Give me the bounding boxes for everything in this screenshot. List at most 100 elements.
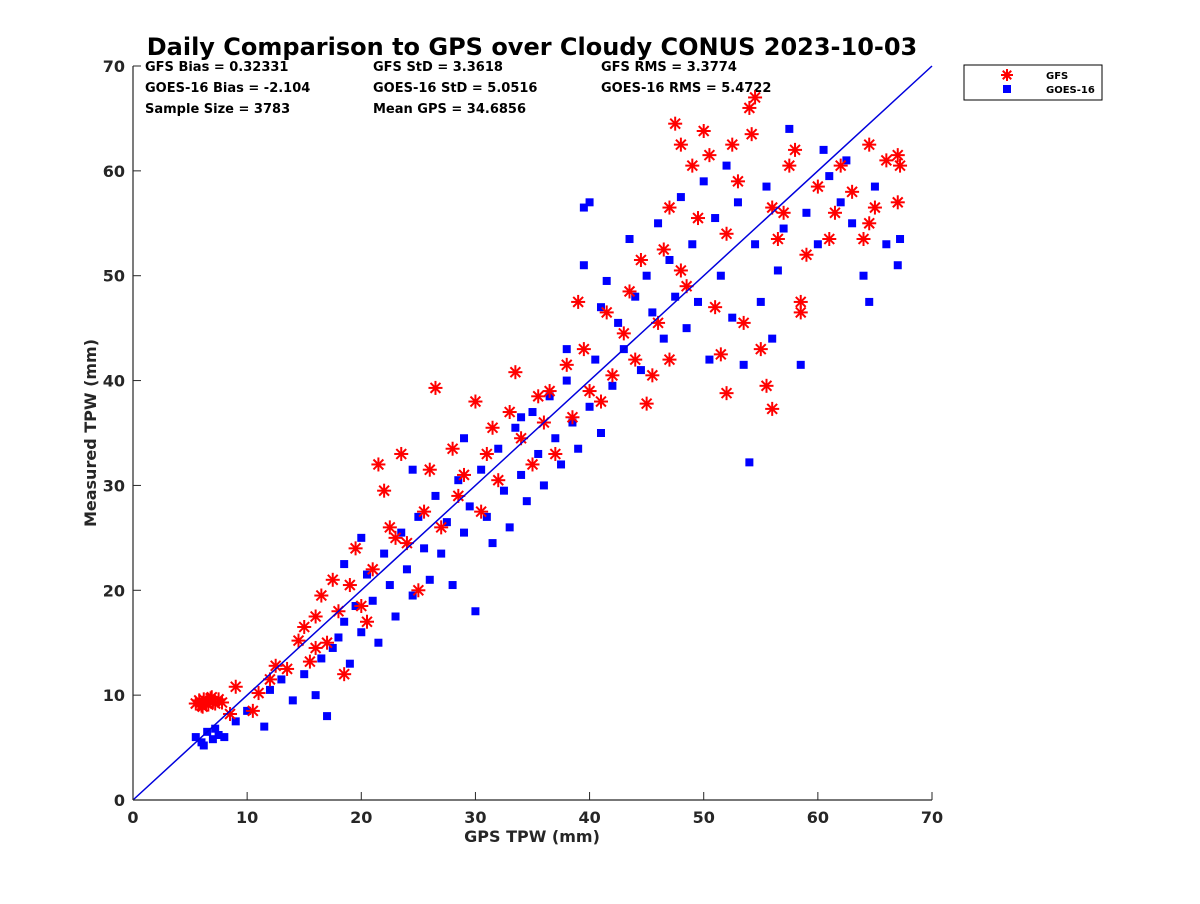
gfs-point xyxy=(576,342,591,357)
gfs-point xyxy=(622,284,637,299)
goes16-point xyxy=(482,512,491,521)
gfs-point xyxy=(228,679,243,694)
goes16-point xyxy=(671,292,680,301)
gfs-point xyxy=(645,368,660,383)
statistics-block: GFS Bias = 0.32331 GFS StD = 3.3618 GFS … xyxy=(145,60,771,117)
goes16-point xyxy=(779,224,788,233)
goes16-point xyxy=(825,172,834,181)
gfs-point xyxy=(719,386,734,401)
goes16-point xyxy=(539,481,548,490)
goes16-point xyxy=(711,214,720,223)
stat-mean-gps: Mean GPS = 34.6856 xyxy=(373,102,526,117)
gfs-point xyxy=(371,457,386,472)
goes16-point xyxy=(437,549,446,558)
y-tick-label: 40 xyxy=(103,372,125,391)
gfs-point xyxy=(508,365,523,380)
gfs-point xyxy=(856,232,871,247)
gfs-point xyxy=(708,300,723,315)
goes16-point xyxy=(471,607,480,616)
stat-gfs-std: GFS StD = 3.3618 xyxy=(373,60,503,75)
gfs-point xyxy=(748,90,763,105)
y-axis-label: Measured TPW (mm) xyxy=(81,339,100,527)
gfs-point xyxy=(531,389,546,404)
goes16-point xyxy=(625,235,634,244)
goes16-point xyxy=(562,345,571,354)
gfs-point xyxy=(542,384,557,399)
gfs-point xyxy=(348,541,363,556)
goes16-point xyxy=(842,156,851,165)
goes16-point xyxy=(488,539,497,548)
gfs-point xyxy=(673,263,688,278)
gfs-point xyxy=(308,640,323,655)
goes16-point xyxy=(562,376,571,385)
goes16-point xyxy=(425,575,434,584)
gfs-point xyxy=(696,124,711,139)
goes16-point xyxy=(579,203,588,212)
gfs-point xyxy=(525,457,540,472)
gfs-point xyxy=(428,380,443,395)
goes16-point xyxy=(528,408,537,417)
gfs-point xyxy=(890,148,905,163)
goes16-point xyxy=(408,465,417,474)
gfs-point xyxy=(377,483,392,498)
gfs-point xyxy=(685,158,700,173)
goes16-point xyxy=(574,444,583,453)
gfs-point xyxy=(599,305,614,320)
stat-goes-rms: GOES-16 RMS = 5.4722 xyxy=(601,81,771,96)
gfs-point xyxy=(765,200,780,215)
gfs-point xyxy=(571,294,586,309)
goes16-point xyxy=(477,465,486,474)
gfs-point xyxy=(320,635,335,650)
one-to-one-line xyxy=(132,65,933,801)
gfs-point xyxy=(827,205,842,220)
gfs-point xyxy=(445,441,460,456)
gfs-point xyxy=(422,462,437,477)
x-tick-label: 70 xyxy=(921,808,943,827)
axes: 0 10 20 30 40 50 60 70 0 10 20 30 40 50 60 70 xyxy=(103,57,943,827)
gfs-point xyxy=(468,394,483,409)
gfs-point xyxy=(593,394,608,409)
goes16-point xyxy=(836,198,845,207)
gfs-point xyxy=(719,226,734,241)
gfs-point xyxy=(451,488,466,503)
goes16-point xyxy=(362,570,371,579)
gfs-point xyxy=(559,357,574,372)
goes16-point xyxy=(676,193,685,202)
gfs-point xyxy=(388,530,403,545)
gfs-point xyxy=(325,572,340,587)
goes16-point xyxy=(751,240,760,249)
gfs-point xyxy=(411,583,426,598)
goes16-point xyxy=(716,271,725,280)
gfs-point xyxy=(862,216,877,231)
gfs-point xyxy=(753,342,768,357)
goes16-point xyxy=(260,722,269,731)
gfs-point xyxy=(245,703,260,718)
goes16-point xyxy=(819,145,828,154)
goes16-point xyxy=(608,381,617,390)
goes16-point xyxy=(460,528,469,537)
gfs-point xyxy=(662,352,677,367)
gfs-point xyxy=(365,562,380,577)
goes16-point xyxy=(756,297,765,306)
goes16-point xyxy=(517,413,526,422)
goes16-point xyxy=(208,735,217,744)
gfs-point xyxy=(605,368,620,383)
goes16-point xyxy=(414,512,423,521)
goes16-point xyxy=(211,724,220,733)
goes16-point xyxy=(494,444,503,453)
goes16-point xyxy=(585,198,594,207)
goes16-point xyxy=(796,360,805,369)
gfs-point xyxy=(502,405,517,420)
gfs-point xyxy=(565,410,580,425)
gfs-point xyxy=(417,504,432,519)
gfs-point xyxy=(491,473,506,488)
gfs-point xyxy=(799,247,814,262)
stat-gfs-rms: GFS RMS = 3.3774 xyxy=(601,60,737,75)
gfs-point xyxy=(633,252,648,267)
goes16-point xyxy=(893,261,902,270)
goes16-point xyxy=(865,297,874,306)
gfs-point xyxy=(223,707,238,722)
goes16-point xyxy=(648,308,657,317)
goes16-point xyxy=(591,355,600,364)
